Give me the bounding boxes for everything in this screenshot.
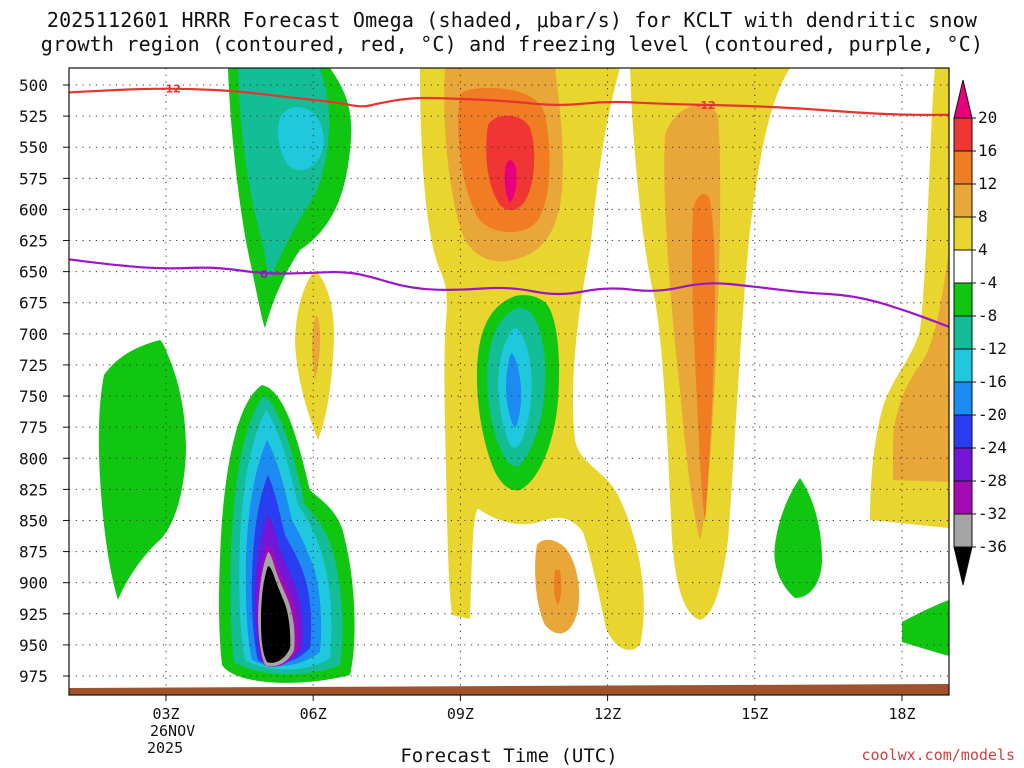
ytick-label-950: 950 bbox=[19, 636, 48, 655]
ytick-label-675: 675 bbox=[19, 294, 48, 313]
ytick-label-900: 900 bbox=[19, 574, 48, 593]
omega-shade-cell-5 bbox=[452, 410, 465, 500]
y-axis-ticks: 500 525 550 575 600 625 650 675 700 725 750 775 800 8… bbox=[19, 76, 69, 686]
ytick-label-725: 725 bbox=[19, 356, 48, 375]
colorbar-bin-5 bbox=[953, 249, 973, 284]
colorbar-label-6: -8 bbox=[978, 306, 997, 325]
colorbar-bin-1 bbox=[953, 117, 973, 152]
date-label-year: 2025 bbox=[147, 739, 183, 757]
colorbar-bin-12 bbox=[953, 480, 973, 515]
colorbar-label-8: -16 bbox=[978, 372, 1007, 391]
colorbar-label-4: 4 bbox=[978, 240, 988, 259]
x-axis-label: Forecast Time (UTC) bbox=[400, 745, 617, 767]
xtick-label-06Z: 06Z bbox=[300, 705, 327, 723]
red-contour-label-1: -12 bbox=[696, 99, 716, 112]
ytick-label-925: 925 bbox=[19, 605, 48, 624]
omega-shade-cell-31 bbox=[98, 340, 186, 600]
omega-shade-cell-12 bbox=[312, 315, 321, 380]
xtick-label-03Z: 03Z bbox=[152, 705, 179, 723]
ytick-label-825: 825 bbox=[19, 480, 48, 499]
colorbar-bin-7 bbox=[953, 315, 973, 350]
plot-frame bbox=[68, 67, 950, 696]
ytick-label-975: 975 bbox=[19, 667, 48, 686]
omega-shade-cell-17 bbox=[278, 107, 324, 171]
xtick-label-15Z: 15Z bbox=[741, 705, 768, 723]
purple-contour-line bbox=[69, 258, 949, 328]
colorbar-top-arrow bbox=[953, 79, 973, 119]
omega-shade-cell-10 bbox=[691, 193, 715, 522]
red-contour-label-0: -12 bbox=[161, 83, 181, 96]
colorbar-bin-10 bbox=[953, 414, 973, 449]
colorbar-label-1: 16 bbox=[978, 141, 997, 160]
red-contour-line bbox=[69, 87, 949, 116]
x-axis-ticks: 03Z 06Z 09Z 12Z 15Z 18Z bbox=[152, 695, 916, 723]
purple-contour-label-0: 0 bbox=[260, 268, 268, 281]
colorbar-label-2: 12 bbox=[978, 174, 997, 193]
chart-title: 2025112601 HRRR Forecast Omega (shaded, … bbox=[0, 8, 1024, 56]
xtick-label-09Z: 09Z bbox=[447, 705, 474, 723]
colorbar-bin-8 bbox=[953, 348, 973, 383]
ytick-label-500: 500 bbox=[19, 76, 48, 95]
omega-shade-cell-32 bbox=[774, 478, 822, 598]
chart-title-line-2: growth region (contoured, red, °C) and f… bbox=[40, 32, 984, 56]
colorbar-bin-2 bbox=[953, 150, 973, 185]
omega-shade-cell-7 bbox=[554, 570, 562, 605]
colorbar-bin-3 bbox=[953, 183, 973, 218]
colorbar-label-9: -20 bbox=[978, 405, 1007, 424]
ground-surface bbox=[69, 684, 949, 695]
omega-shading bbox=[98, 68, 949, 683]
ground-fill bbox=[69, 684, 949, 695]
colorbar-bin-4 bbox=[953, 216, 973, 251]
omega-shade-cell-30 bbox=[506, 353, 522, 428]
colorbar-bottom-arrow bbox=[953, 546, 973, 586]
colorbar-label-0: 20 bbox=[978, 108, 997, 127]
colorbar-bin-13 bbox=[953, 513, 973, 548]
ytick-label-750: 750 bbox=[19, 387, 48, 406]
colorbar-label-10: -24 bbox=[978, 438, 1007, 457]
credit-text: coolwx.com/models bbox=[861, 746, 1015, 764]
omega-shade-cell-14 bbox=[893, 250, 949, 482]
ytick-label-550: 550 bbox=[19, 138, 48, 157]
date-label-day: 26NOV bbox=[150, 722, 195, 740]
ytick-label-850: 850 bbox=[19, 511, 48, 530]
colorbar-label-11: -28 bbox=[978, 471, 1007, 490]
ytick-label-625: 625 bbox=[19, 232, 48, 251]
ytick-label-600: 600 bbox=[19, 200, 48, 219]
ytick-label-875: 875 bbox=[19, 543, 48, 562]
xtick-label-18Z: 18Z bbox=[888, 705, 915, 723]
colorbar-label-13: -36 bbox=[978, 537, 1007, 556]
colorbar-label-5: -4 bbox=[978, 273, 997, 292]
colorbar-label-12: -32 bbox=[978, 504, 1007, 523]
ytick-label-575: 575 bbox=[19, 169, 48, 188]
colorbar-bin-9 bbox=[953, 381, 973, 416]
chart-title-line-1: 2025112601 HRRR Forecast Omega (shaded, … bbox=[46, 8, 978, 32]
colorbar-label-7: -12 bbox=[978, 339, 1007, 358]
omega-shade-cell-33 bbox=[902, 600, 949, 656]
ytick-label-800: 800 bbox=[19, 449, 48, 468]
ytick-label-650: 650 bbox=[19, 263, 48, 282]
colorbar-label-3: 8 bbox=[978, 207, 988, 226]
ytick-label-525: 525 bbox=[19, 107, 48, 126]
omega-shade-cell-4 bbox=[504, 160, 517, 203]
ytick-label-775: 775 bbox=[19, 418, 48, 437]
xtick-label-12Z: 12Z bbox=[594, 705, 621, 723]
colorbar-bin-11 bbox=[953, 447, 973, 482]
omega-shade-cell-26 bbox=[261, 566, 291, 663]
colorbar-bin-6 bbox=[953, 282, 973, 317]
ytick-label-700: 700 bbox=[19, 325, 48, 344]
colorbar: 20 16 12 8 4 -4 -8 -12 -16 -20 -24 -28 -32 -36 bbox=[953, 79, 1007, 586]
contour-lines: -12 -12 0 bbox=[69, 83, 949, 328]
